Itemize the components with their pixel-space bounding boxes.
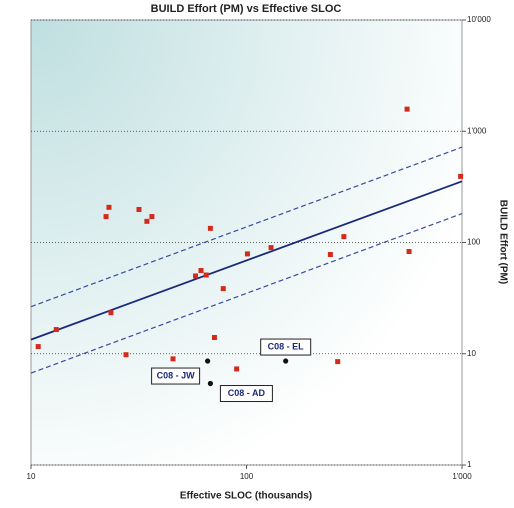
point (458, 173, 464, 179)
point (207, 380, 214, 387)
point (198, 268, 204, 274)
point (283, 358, 289, 364)
point (327, 252, 333, 258)
annotation-box (260, 338, 312, 356)
point (170, 356, 176, 362)
point (149, 214, 155, 220)
annotation: C08 - EL (268, 341, 305, 351)
x-axis-label: Effective SLOC (thousands) (180, 491, 312, 502)
point (35, 344, 41, 350)
y-tick-label: 1 (467, 460, 472, 469)
point (136, 206, 142, 212)
point (108, 310, 114, 316)
point (211, 334, 217, 340)
y-tick-label: 10'000 (467, 15, 491, 24)
point (244, 251, 250, 257)
chart-title: BUILD Effort (PM) vs Effective SLOC (151, 3, 342, 15)
point (406, 249, 412, 255)
annotation-box (151, 367, 201, 385)
y-tick-label: 1'000 (467, 126, 487, 135)
point (106, 204, 112, 210)
point (404, 106, 410, 112)
point (341, 234, 347, 240)
x-tick-label: 1'000 (452, 472, 472, 481)
x-tick-label: 10 (27, 472, 36, 481)
point (234, 366, 240, 372)
point (144, 218, 150, 224)
y-tick-label: 100 (467, 238, 481, 247)
annotation: C08 - AD (228, 388, 266, 398)
point (193, 273, 199, 279)
point (220, 286, 226, 292)
trend-line (30, 146, 463, 308)
trend-line (30, 213, 463, 374)
point (203, 272, 209, 278)
annotation-box (219, 385, 273, 403)
point (123, 352, 129, 358)
trend-line (30, 180, 463, 341)
point (268, 245, 274, 251)
y-tick-label: 10 (467, 349, 476, 358)
point (103, 214, 109, 220)
annotation: C08 - JW (157, 370, 196, 380)
point (205, 358, 211, 364)
point (207, 225, 213, 231)
y-axis-label: BUILD Effort (PM) (497, 200, 508, 284)
point (335, 359, 341, 365)
point (53, 327, 59, 333)
x-tick-label: 100 (240, 472, 254, 481)
